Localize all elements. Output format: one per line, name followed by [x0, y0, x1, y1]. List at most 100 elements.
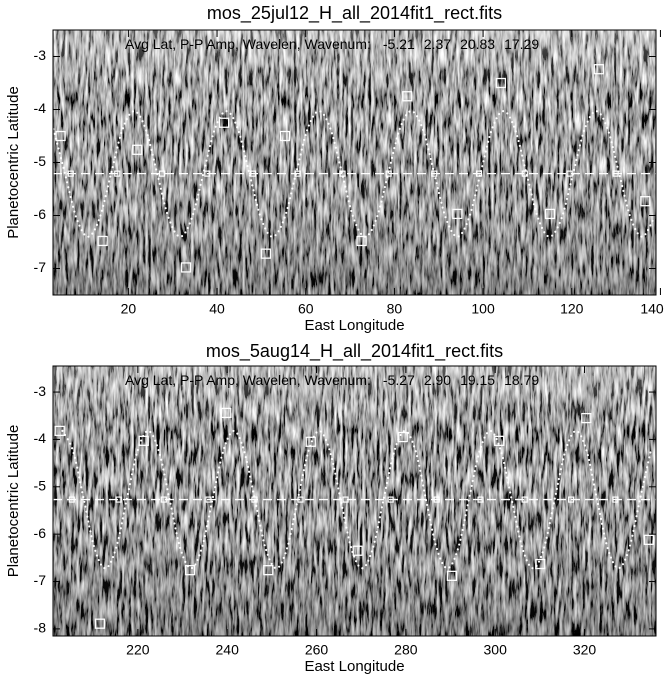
annotation-label: Avg Lat, P-P Amp, Wavelen, Wavenum:: [125, 372, 371, 388]
point: [452, 208, 463, 220]
fit-value: 2.37: [424, 36, 451, 52]
mean-marker: [67, 170, 74, 177]
y-axis-label: Planetocentric Latitude: [5, 425, 22, 578]
annotation: Avg Lat, P-P Amp, Wavelen, Wavenum: -5.21…: [125, 36, 539, 52]
y-tick-label: -4: [34, 430, 47, 446]
chart-title: mos_25jul12_H_all_2014fit1_rect.fits: [207, 3, 502, 24]
annotation-label: Avg Lat, P-P Amp, Wavelen, Wavenum:: [125, 36, 371, 52]
point: [643, 534, 655, 545]
mean-marker: [566, 170, 573, 177]
y-tick-label: -5: [34, 153, 47, 169]
x-tick-label: 100: [471, 301, 495, 317]
mean-marker: [68, 496, 75, 503]
point: [132, 144, 143, 155]
point: [54, 425, 65, 437]
fit-value: -5.21: [383, 36, 415, 52]
mean-marker: [475, 170, 483, 177]
plot-frame: [52, 365, 657, 637]
fit-value: -5.27: [383, 372, 415, 388]
chart-title: mos_5aug14_H_all_2014fit1_rect.fits: [206, 341, 503, 362]
mean-marker: [158, 170, 166, 177]
point: [221, 407, 232, 419]
y-tick-label: -6: [34, 206, 47, 222]
x-tick-label: 260: [305, 642, 329, 658]
mean-marker: [160, 496, 167, 503]
point: [581, 412, 592, 424]
x-axis-label: East Longitude: [304, 658, 404, 675]
panel: mos_5aug14_H_all_2014fit1_rect.fits Avg L…: [5, 341, 657, 675]
point: [402, 91, 413, 102]
mean-marker: [205, 496, 212, 503]
mean-marker: [612, 496, 619, 503]
plot-area: [53, 407, 656, 629]
point: [184, 565, 196, 576]
mean-marker: [521, 496, 528, 503]
point: [94, 618, 106, 629]
panel: mos_25jul12_H_all_2014fit1_rect.fits Avg …: [5, 3, 664, 334]
x-axis-label: East Longitude: [304, 317, 404, 334]
mean-marker: [114, 170, 121, 177]
mean-marker: [204, 170, 211, 177]
x-tick-label: 300: [484, 642, 508, 658]
x-tick-label: 320: [573, 642, 597, 658]
point: [640, 196, 651, 207]
x-tick-label: 120: [560, 301, 584, 317]
x-tick-label: 140: [640, 301, 664, 317]
mean-marker: [249, 170, 257, 177]
point: [279, 130, 291, 142]
annotation: Avg Lat, P-P Amp, Wavelen, Wavenum: -5.27…: [125, 372, 539, 388]
x-tick-label: 40: [209, 301, 225, 317]
mean-marker: [433, 496, 440, 503]
point: [138, 435, 149, 446]
point: [494, 435, 505, 446]
point: [535, 558, 546, 570]
point: [446, 570, 458, 581]
mean-marker: [477, 496, 484, 503]
plot-area: [53, 64, 656, 273]
y-tick-label: -7: [34, 572, 47, 588]
mean-marker: [342, 496, 349, 503]
point: [218, 117, 230, 128]
image-shade: [53, 366, 656, 636]
x-tick-label: 220: [126, 642, 150, 658]
mean-marker: [521, 170, 528, 177]
point: [55, 130, 66, 142]
mean-marker: [431, 170, 438, 177]
y-tick-label: -8: [34, 620, 47, 636]
mean-marker: [387, 496, 394, 503]
x-tick-label: 280: [394, 642, 418, 658]
fit-curve: [53, 109, 655, 238]
point: [397, 431, 408, 443]
mean-marker: [115, 496, 122, 503]
y-tick-label: -3: [34, 383, 47, 399]
x-tick-label: 60: [298, 301, 314, 317]
point: [263, 565, 274, 576]
point: [495, 77, 506, 89]
point: [352, 545, 363, 556]
fit-value: 17.29: [504, 36, 539, 52]
mean-marker: [568, 496, 575, 503]
image-shade: [53, 30, 656, 295]
fit-value: 18.79: [504, 372, 539, 388]
point: [544, 208, 556, 220]
point: [305, 436, 316, 447]
mean-marker: [339, 170, 346, 177]
fit-value: 2.90: [424, 372, 451, 388]
y-tick-label: -3: [34, 47, 47, 63]
x-tick-label: 240: [216, 642, 240, 658]
y-tick-label: -6: [34, 525, 47, 541]
point: [593, 64, 604, 75]
y-tick-label: -5: [34, 477, 47, 493]
fit-value: 19.15: [460, 372, 495, 388]
fit-value: 20.83: [460, 36, 495, 52]
x-tick-label: 20: [121, 301, 137, 317]
x-tick-label: 80: [387, 301, 403, 317]
point: [260, 248, 271, 259]
point: [180, 262, 192, 273]
y-tick-label: -7: [34, 259, 47, 275]
y-tick-label: -4: [34, 100, 47, 116]
point: [97, 235, 108, 247]
fit-curve: [61, 429, 652, 570]
point: [356, 235, 367, 247]
